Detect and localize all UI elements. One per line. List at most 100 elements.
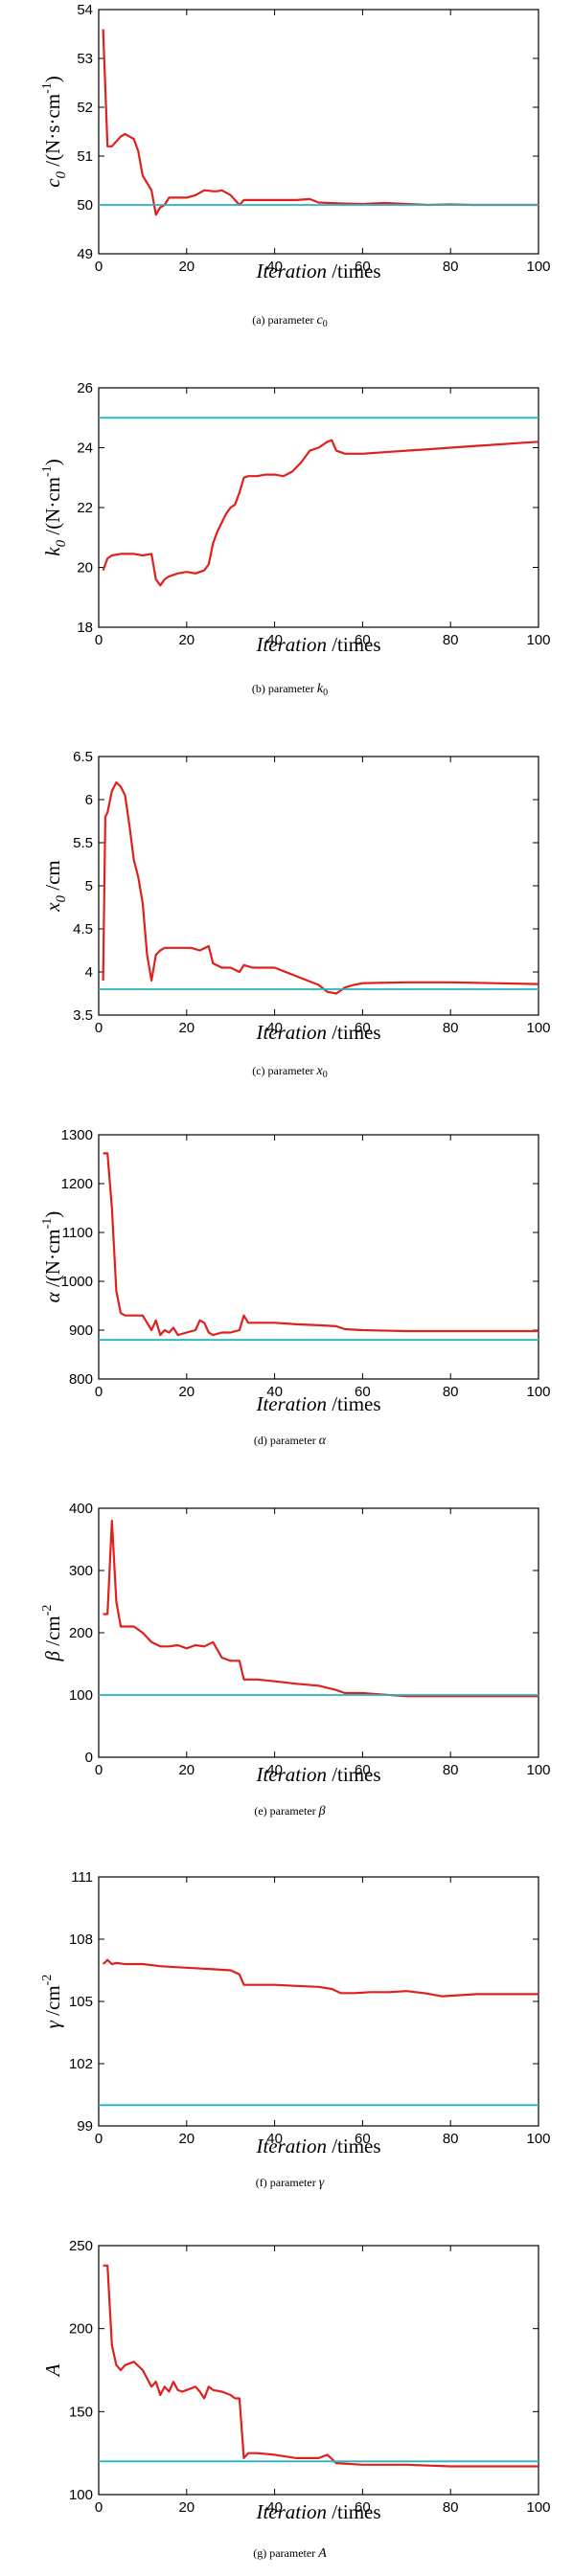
y-tick-label: 5.5 <box>73 835 93 851</box>
x-tick-label: 0 <box>95 1020 103 1036</box>
y-tick-label: 200 <box>69 2321 93 2338</box>
y-tick-label: 49 <box>77 246 93 262</box>
x-tick-label: 40 <box>266 2499 283 2516</box>
y-tick-label: 200 <box>69 1625 93 1641</box>
chart-caption: (a) parameter c0 <box>252 313 328 329</box>
y-tick-label: 250 <box>69 2238 93 2254</box>
x-tick-label: 60 <box>355 2131 371 2147</box>
x-axis-label: Iteration /times <box>255 260 380 282</box>
chart-caption: (b) parameter k0 <box>252 682 328 698</box>
x-tick-label: 40 <box>266 259 283 275</box>
x-tick-label: 60 <box>355 1762 371 1778</box>
chart-caption: (d) parameter α <box>254 1434 327 1448</box>
x-tick-label: 100 <box>526 259 550 275</box>
estimate-line <box>102 439 539 587</box>
y-tick-label: 54 <box>77 2 93 18</box>
x-axis-label: Iteration /times <box>255 1021 380 1044</box>
y-tick-label: 1300 <box>61 1127 93 1143</box>
chart-panel-c: 0 20 40 60 80 100 3.5 4 4.5 5 5.5 6 6.5 Iteration /ti… <box>41 749 551 1080</box>
y-tick-label: 22 <box>77 500 93 516</box>
y-tick-label: 4 <box>85 964 93 981</box>
chart-caption: (c) parameter x0 <box>252 1064 328 1080</box>
x-axis-label: Iteration /times <box>255 2135 380 2158</box>
x-tick-label: 80 <box>443 1384 459 1400</box>
y-tick-label: 108 <box>69 1932 93 1948</box>
estimate-line <box>102 780 539 995</box>
x-tick-label: 60 <box>355 632 371 648</box>
x-axis-label: Iteration /times <box>255 1763 380 1786</box>
plot-frame <box>98 1134 539 1380</box>
y-axis-label: k0 /(N·cm-1) <box>40 459 69 555</box>
y-tick-label: 99 <box>77 2118 93 2135</box>
x-tick-label: 80 <box>443 2131 459 2147</box>
x-tick-label: 20 <box>178 2499 195 2516</box>
y-tick-label: 1100 <box>62 1225 93 1241</box>
chart-caption: (g) parameter A <box>253 2546 327 2561</box>
y-tick-label: 111 <box>71 1869 93 1886</box>
x-tick-label: 40 <box>266 2131 283 2147</box>
y-tick-label: 1200 <box>61 1176 93 1192</box>
y-tick-label: 52 <box>77 100 93 116</box>
x-tick-label: 20 <box>178 1762 195 1778</box>
y-tick-label: 20 <box>77 560 93 576</box>
estimate-line <box>103 1152 539 1337</box>
y-axis-label: x0 /cm <box>41 860 69 913</box>
y-tick-label: 400 <box>69 1501 93 1517</box>
chart-panel-f: 0 20 40 60 80 100 99 102 105 108 111 Iteration /tim… <box>40 1869 551 2190</box>
plot-frame <box>98 2245 539 2496</box>
x-tick-label: 0 <box>95 632 103 648</box>
y-tick-label: 150 <box>69 2404 93 2420</box>
y-tick-label: 6 <box>85 792 93 808</box>
y-tick-label: 1000 <box>61 1274 93 1290</box>
x-tick-label: 60 <box>355 1020 371 1036</box>
estimate-line <box>103 2264 539 2468</box>
x-tick-label: 0 <box>95 1384 103 1400</box>
x-tick-label: 80 <box>443 259 459 275</box>
y-tick-label: 100 <box>69 1687 93 1704</box>
y-tick-label: 6.5 <box>73 749 93 765</box>
x-tick-label: 100 <box>526 2499 550 2516</box>
y-tick-label: 4.5 <box>73 921 93 938</box>
x-tick-label: 80 <box>443 1020 459 1036</box>
y-tick-label: 26 <box>77 380 93 396</box>
chart-panel-a: 0 20 40 60 80 100 49 50 51 52 53 54 Iteration /times… <box>40 2 551 329</box>
y-tick-label: 51 <box>77 148 93 165</box>
x-tick-label: 0 <box>95 2499 103 2516</box>
x-tick-label: 40 <box>266 1020 283 1036</box>
x-tick-label: 40 <box>266 1762 283 1778</box>
x-axis-label: Iteration /times <box>255 1392 380 1415</box>
y-tick-label: 50 <box>77 197 93 214</box>
y-tick-label: 100 <box>69 2487 93 2503</box>
x-tick-label: 80 <box>443 2499 459 2516</box>
x-tick-label: 80 <box>443 1762 459 1778</box>
chart-panel-b: 0 20 40 60 80 100 18 20 22 24 26 Iteration /times k0… <box>40 380 551 698</box>
x-tick-label: 100 <box>526 1384 550 1400</box>
y-tick-label: 53 <box>77 51 93 67</box>
plot-frame <box>98 756 539 1016</box>
x-tick-label: 100 <box>526 632 550 648</box>
plot-frame <box>98 387 539 628</box>
y-tick-label: 900 <box>69 1322 93 1339</box>
x-tick-label: 60 <box>355 259 371 275</box>
estimate-line <box>103 1519 539 1698</box>
x-tick-label: 40 <box>266 1384 283 1400</box>
x-tick-label: 100 <box>526 1762 550 1778</box>
chart-caption: (e) parameter β <box>254 1804 325 1819</box>
y-tick-label: 105 <box>69 1994 93 2010</box>
chart-panel-g: 0 20 40 60 80 100 100 150 200 250 Iteration /times… <box>41 2238 551 2561</box>
plot-frame <box>98 1876 539 2127</box>
x-axis-label: Iteration /times <box>255 633 380 656</box>
chart-panel-e: 0 20 40 60 80 100 0 100 200 300 400 Iteration /time… <box>40 1501 551 1819</box>
estimate-line <box>102 1958 539 1998</box>
y-tick-label: 3.5 <box>73 1007 93 1024</box>
x-tick-label: 80 <box>443 632 459 648</box>
chart-caption: (f) parameter γ <box>256 2176 325 2190</box>
chart-panel-d: 0 20 40 60 80 100 800 900 1000 1100 1200 1300 Iterat… <box>40 1127 551 1448</box>
x-axis-label: Iteration /times <box>255 2500 380 2523</box>
x-tick-label: 100 <box>526 2131 550 2147</box>
x-tick-label: 0 <box>95 259 103 275</box>
x-tick-label: 60 <box>355 1384 371 1400</box>
y-tick-label: 0 <box>85 1750 93 1766</box>
